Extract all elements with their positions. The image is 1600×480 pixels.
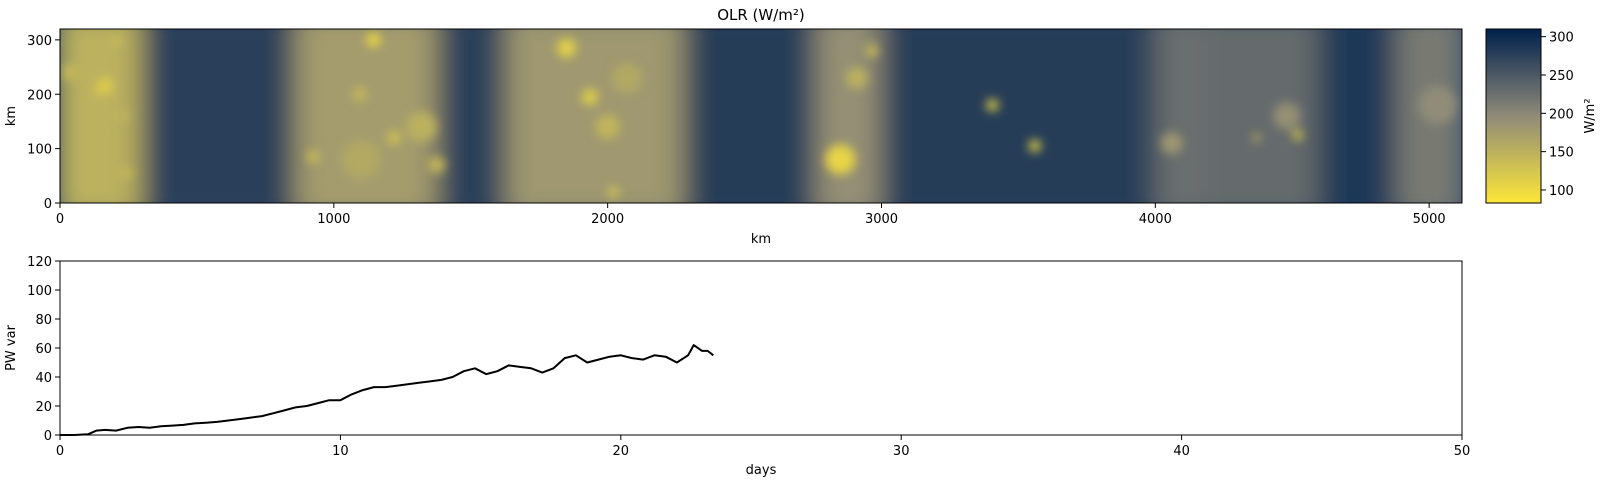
heatmap-convective-cell	[117, 110, 129, 122]
line-x-tick-label: 30	[893, 444, 910, 459]
heatmap-convective-cell	[581, 88, 599, 106]
heatmap-convective-cell	[113, 35, 122, 44]
heatmap-convective-cell	[62, 64, 80, 81]
colorbar-ticks: 100 150 200 250 300	[1541, 31, 1574, 199]
line-x-ticks: 0 10 20 30 40 50	[56, 435, 1470, 459]
heatmap-x-tick-label: 2000	[591, 212, 624, 227]
olr-heatmap-panel: OLR (W/m²) 0 1000 2000 3000 4000 5000 0 100 200…	[4, 6, 1463, 247]
line-x-tick-label: 10	[332, 444, 349, 459]
colorbar-fill	[1486, 29, 1541, 203]
heatmap-convective-cell	[595, 114, 620, 140]
heatmap-bands	[60, 29, 1462, 203]
heatmap-y-ticks: 0 100 200 300	[27, 34, 60, 212]
olr-colorbar: 100 150 200 250 300 W/m²	[1485, 28, 1598, 204]
heatmap-convective-cell	[845, 66, 868, 89]
heatmap-convective-cell	[607, 186, 619, 198]
heatmap-y-tick-label: 300	[27, 34, 52, 49]
line-x-axis-label: days	[746, 463, 777, 478]
heatmap-y-tick-label: 200	[27, 88, 52, 103]
line-x-tick-label: 20	[613, 444, 630, 459]
line-y-tick-label: 40	[35, 371, 52, 386]
heatmap-band	[141, 29, 307, 203]
heatmap-frame	[59, 28, 1463, 204]
pw-var-line-panel: 0 10 20 30 40 50 0 20 40 60 80 100 120 days PW var	[4, 255, 1470, 478]
line-y-tick-label: 20	[35, 400, 52, 415]
heatmap-convective-cell	[352, 87, 367, 102]
line-y-tick-label: 0	[44, 429, 52, 444]
heatmap-x-tick-label: 0	[56, 212, 64, 227]
heatmap-x-axis-label: km	[751, 232, 771, 247]
line-frame	[59, 260, 1463, 436]
heatmap-y-tick-label: 100	[27, 143, 52, 158]
line-x-tick-label: 50	[1454, 444, 1471, 459]
heatmap-convective-cell	[611, 62, 642, 93]
heatmap-field	[60, 29, 1462, 203]
heatmap-x-tick-label: 4000	[1139, 212, 1172, 227]
colorbar-tick-label: 250	[1549, 69, 1574, 84]
heatmap-convective-cell	[1292, 130, 1303, 140]
heatmap-convective-cell	[307, 151, 319, 163]
heatmap-x-ticks: 0 1000 2000 3000 4000 5000	[56, 203, 1446, 227]
line-y-tick-label: 80	[35, 313, 52, 328]
heatmap-convective-cell	[92, 87, 102, 96]
colorbar-tick-label: 200	[1549, 107, 1574, 122]
heatmap-convective-cell	[865, 44, 878, 57]
line-y-axis-label: PW var	[4, 324, 19, 370]
heatmap-convective-cell	[1028, 139, 1041, 152]
line-x-tick-label: 40	[1173, 444, 1190, 459]
heatmap-x-tick-label: 1000	[317, 212, 350, 227]
heatmap-band	[683, 29, 828, 203]
heatmap-convective-cell	[1252, 133, 1261, 142]
heatmap-band	[437, 29, 518, 203]
colorbar-tick-label: 300	[1549, 31, 1574, 46]
heatmap-band	[815, 29, 893, 203]
line-y-tick-label: 100	[27, 284, 52, 299]
colorbar-frame	[1485, 28, 1542, 204]
heatmap-title: OLR (W/m²)	[717, 6, 805, 24]
heatmap-convective-cell	[986, 99, 999, 112]
heatmap-x-tick-label: 5000	[1413, 212, 1446, 227]
heatmap-convective-cell	[556, 38, 577, 58]
heatmap-convective-cell	[406, 111, 437, 142]
line-x-tick-label: 0	[56, 444, 64, 459]
heatmap-convective-cell	[1418, 85, 1457, 125]
heatmap-convective-cell	[387, 130, 401, 145]
heatmap-cells	[62, 33, 1457, 198]
colorbar-tick-label: 150	[1549, 146, 1574, 161]
line-y-ticks: 0 20 40 60 80 100 120	[27, 255, 60, 444]
heatmap-band	[880, 29, 1167, 203]
line-y-tick-label: 120	[27, 255, 52, 270]
heatmap-convective-cell	[428, 156, 445, 174]
line-y-tick-label: 60	[35, 342, 52, 357]
heatmap-convective-cell	[342, 140, 381, 179]
heatmap-convective-cell	[366, 33, 381, 47]
pw-var-series-line	[60, 344, 714, 436]
colorbar-tick-label: 100	[1549, 184, 1574, 199]
heatmap-convective-cell	[96, 77, 114, 95]
heatmap-y-axis-label: km	[4, 106, 19, 126]
heatmap-convective-cell	[825, 144, 856, 175]
heatmap-y-tick-label: 0	[44, 197, 52, 212]
heatmap-convective-cell	[122, 168, 132, 178]
heatmap-band	[505, 29, 696, 203]
heatmap-convective-cell	[1160, 132, 1183, 155]
heatmap-band	[1204, 29, 1332, 203]
heatmap-convective-cell	[1273, 102, 1301, 130]
heatmap-x-tick-label: 3000	[865, 212, 898, 227]
colorbar-label: W/m²	[1583, 98, 1598, 133]
heatmap-band	[60, 29, 154, 203]
heatmap-band	[1319, 29, 1408, 203]
